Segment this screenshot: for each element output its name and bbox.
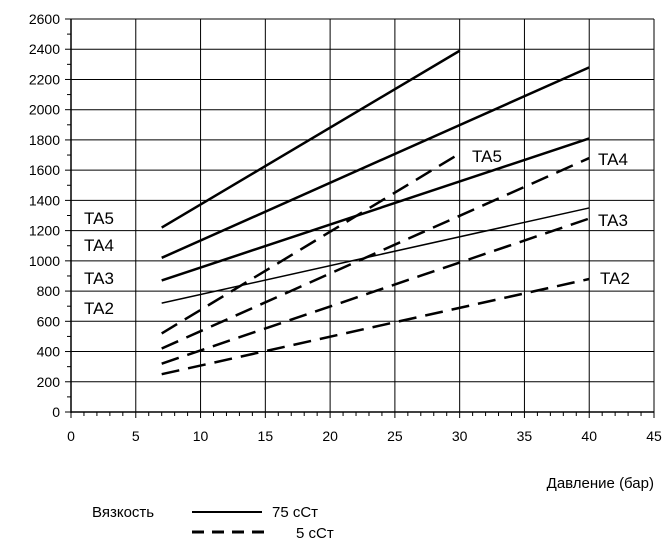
left-label-ta2: TA2 (84, 299, 114, 318)
y-tick-label: 1000 (29, 253, 60, 269)
y-tick-label: 1200 (29, 223, 60, 239)
series-line-ta2-75cst (161, 207, 590, 304)
y-tick-label: 400 (37, 344, 61, 360)
left-label-ta3: TA3 (84, 269, 114, 288)
y-tick-label: 800 (37, 283, 61, 299)
y-tick-label: 0 (52, 404, 60, 420)
series-labels: TA5 TA4 TA3 TA2 TA5 TA4 TA3 TA2 (84, 147, 630, 318)
right-label-ta5: TA5 (472, 147, 502, 166)
y-tick-label: 200 (37, 374, 61, 390)
y-tick-label: 2400 (29, 41, 60, 57)
right-label-ta4: TA4 (598, 150, 628, 169)
x-tick-label: 10 (193, 428, 209, 444)
series-line-ta5-5cst (161, 152, 461, 335)
series-lines (161, 49, 590, 376)
x-tick-label: 15 (258, 428, 274, 444)
x-tick-label: 40 (581, 428, 597, 444)
x-tick-label: 30 (452, 428, 468, 444)
y-tick-label: 1600 (29, 162, 60, 178)
y-tick-label: 2200 (29, 71, 60, 87)
legend-solid-label: 75 cCт (272, 504, 318, 521)
y-tick-label: 2600 (29, 11, 60, 27)
series-line-ta4-75cst (161, 66, 590, 259)
series-line-ta4-5cst (161, 156, 590, 350)
y-tick-label: 2000 (29, 102, 60, 118)
x-tick-label: 5 (132, 428, 140, 444)
y-tick-label: 600 (37, 313, 61, 329)
legend-title: Вязкость (92, 504, 154, 521)
x-tick-label: 0 (67, 428, 75, 444)
x-tick-label: 25 (387, 428, 403, 444)
series-line-ta3-5cst (161, 217, 590, 365)
chart-axes (65, 18, 655, 418)
y-tick-labels: 0 200 400 600 800 1000 1200 1400 1600 1800 2000 220… (29, 11, 60, 420)
left-label-ta4: TA4 (84, 236, 114, 255)
right-label-ta2: TA2 (600, 269, 630, 288)
right-label-ta3: TA3 (598, 211, 628, 230)
series-line-ta3-75cst (161, 137, 590, 282)
left-label-ta5: TA5 (84, 209, 114, 228)
series-line-ta2-5cst (161, 277, 590, 376)
legend: Вязкость 75 cCт 5 cCт (92, 504, 334, 542)
legend-dashed-label: 5 cCт (296, 525, 334, 542)
x-axis-title: Давление (бар) (547, 475, 654, 492)
x-tick-labels: 0 5 10 15 20 25 30 35 40 45 (67, 428, 662, 444)
series-line-ta5-75cst (161, 49, 461, 229)
x-tick-label: 20 (322, 428, 338, 444)
chart-grid (71, 18, 655, 412)
x-tick-label: 35 (517, 428, 533, 444)
y-tick-label: 1800 (29, 132, 60, 148)
y-tick-label: 1400 (29, 192, 60, 208)
x-tick-label: 45 (646, 428, 662, 444)
